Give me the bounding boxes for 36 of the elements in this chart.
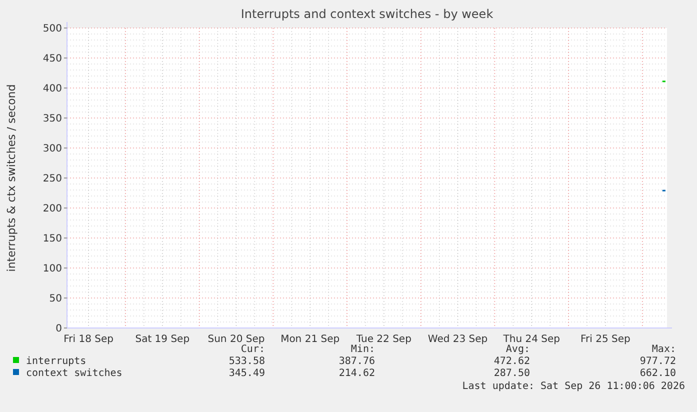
text: 662.10 (640, 368, 676, 379)
text: 214.62 (338, 368, 375, 379)
x-tick-label: Fri 25 Sep (580, 334, 630, 345)
text: 387.76 (338, 356, 375, 367)
text: Min: (350, 344, 375, 355)
text: Avg: (506, 344, 530, 355)
text: 533.58 (228, 356, 265, 367)
y-tick-label: 400 (42, 84, 62, 94)
legend-label: interrupts (26, 356, 86, 367)
chart-title: Interrupts and context switches - by week (240, 7, 494, 21)
x-tick-label: Sat 19 Sep (135, 334, 190, 345)
x-tick-label: Mon 21 Sep (280, 334, 340, 345)
text: 287.50 (494, 368, 530, 379)
y-tick-label: 200 (42, 204, 62, 214)
text: Cur: (240, 344, 265, 355)
x-tick-label: Tue 22 Sep (355, 334, 412, 345)
text: 472.62 (494, 356, 530, 367)
legend-label: context switches (26, 368, 122, 379)
y-tick-label: 350 (42, 114, 62, 124)
y-tick-label: 300 (42, 144, 62, 154)
y-tick-label: 50 (49, 294, 62, 304)
y-tick-label: 250 (42, 174, 62, 184)
x-tick-label: Sun 20 Sep (208, 334, 265, 345)
text: 977.72 (640, 356, 676, 367)
x-tick-label: Fri 18 Sep (64, 334, 114, 345)
y-tick-label: 150 (42, 234, 62, 244)
text: Max: (652, 344, 676, 355)
y-tick-label: 450 (42, 54, 62, 64)
x-tick-label: Thu 24 Sep (502, 334, 560, 345)
y-tick-label: 0 (56, 324, 62, 334)
y-tick-label: 100 (42, 264, 62, 274)
x-tick-label: Wed 23 Sep (428, 334, 488, 345)
text: 345.49 (228, 368, 265, 379)
text: Last update: Sat Sep 26 11:00:06 2026 (462, 381, 685, 392)
y-axis-title: interrupts & ctx switches / second (5, 84, 18, 272)
y-tick-label: 500 (42, 24, 62, 34)
